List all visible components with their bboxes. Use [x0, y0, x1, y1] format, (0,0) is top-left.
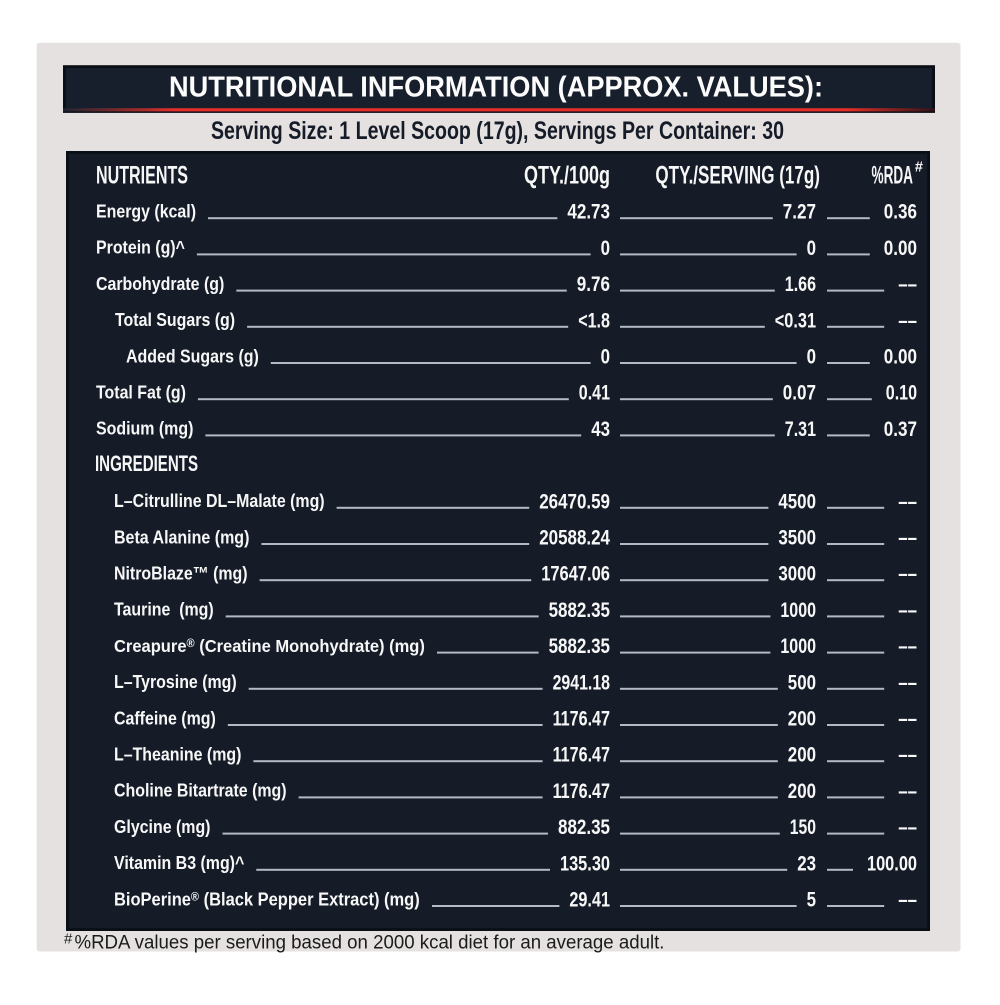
svg-text:1000: 1000	[780, 634, 816, 658]
svg-text:2941.18: 2941.18	[553, 670, 610, 694]
svg-text:0.36: 0.36	[884, 200, 917, 224]
svg-text:5882.35: 5882.35	[549, 598, 610, 622]
svg-text:0.07: 0.07	[783, 381, 816, 405]
svg-text:0.00: 0.00	[884, 345, 917, 369]
svg-text:%RDA values per serving based: %RDA values per serving based on 2000 kc…	[75, 933, 665, 954]
svg-text:1176.47: 1176.47	[553, 743, 610, 767]
svg-text:23: 23	[797, 851, 816, 875]
svg-text:––: ––	[898, 526, 917, 550]
svg-text:%RDA: %RDA	[872, 162, 914, 190]
svg-text:1000: 1000	[780, 598, 816, 622]
svg-text:––: ––	[898, 779, 917, 803]
svg-text:1.66: 1.66	[785, 272, 816, 296]
svg-text:NUTRITIONAL INFORMATION (APPRO: NUTRITIONAL INFORMATION (APPROX. VALUES)…	[169, 71, 823, 103]
svg-text:1176.47: 1176.47	[553, 779, 610, 803]
svg-text:Vitamin B3 (mg)^: Vitamin B3 (mg)^	[114, 853, 245, 873]
svg-text:0.41: 0.41	[579, 381, 610, 405]
svg-text:QTY./SERVING (17g): QTY./SERVING (17g)	[655, 162, 820, 190]
svg-text:0: 0	[807, 345, 816, 369]
svg-text:0: 0	[807, 236, 816, 260]
svg-text:42.73: 42.73	[567, 200, 610, 224]
svg-text:150: 150	[790, 815, 816, 839]
svg-text:––: ––	[898, 707, 917, 731]
svg-text:0.10: 0.10	[886, 381, 917, 405]
svg-text:4500: 4500	[778, 489, 816, 513]
svg-text:––: ––	[898, 598, 917, 622]
svg-text:5: 5	[807, 888, 816, 912]
svg-text:Serving Size: 1 Level Scoop (1: Serving Size: 1 Level Scoop (17g), Servi…	[211, 117, 784, 145]
svg-text:––: ––	[898, 743, 917, 767]
svg-text:Caffeine (mg): Caffeine (mg)	[114, 708, 216, 728]
svg-text:Added Sugars (g): Added Sugars (g)	[126, 346, 259, 366]
svg-text:Choline Bitartrate (mg): Choline Bitartrate (mg)	[114, 781, 287, 801]
svg-text:INGREDIENTS: INGREDIENTS	[95, 451, 198, 476]
svg-text:Taurine (mg): Taurine (mg)	[114, 600, 214, 620]
svg-text:Total Sugars (g): Total Sugars (g)	[115, 310, 235, 330]
svg-text:5882.35: 5882.35	[549, 634, 610, 658]
svg-text:––: ––	[898, 634, 917, 658]
svg-text:0: 0	[601, 236, 610, 260]
svg-text:Energy (kcal): Energy (kcal)	[96, 202, 196, 222]
svg-text:3000: 3000	[778, 562, 816, 586]
svg-text:<0.31: <0.31	[775, 308, 816, 332]
svg-text:9.76: 9.76	[577, 272, 610, 296]
svg-text:Carbohydrate (g): Carbohydrate (g)	[96, 274, 224, 294]
svg-text:NUTRIENTS: NUTRIENTS	[96, 162, 188, 190]
svg-text:Glycine (mg): Glycine (mg)	[114, 817, 211, 837]
svg-text:Protein (g)^: Protein (g)^	[96, 238, 185, 258]
svg-text:20588.24: 20588.24	[539, 526, 610, 550]
svg-text:Total Fat (g): Total Fat (g)	[96, 383, 186, 403]
svg-text:––: ––	[898, 888, 917, 912]
svg-text:3500: 3500	[778, 526, 816, 550]
svg-text:L–Tyrosine (mg): L–Tyrosine (mg)	[114, 672, 237, 692]
svg-text:500: 500	[788, 670, 816, 694]
svg-text:BioPerine® (Black Pepper Extra: BioPerine® (Black Pepper Extract) (mg)	[114, 889, 420, 910]
svg-text:0: 0	[601, 345, 610, 369]
svg-text:1176.47: 1176.47	[553, 707, 610, 731]
svg-text:Beta Alanine (mg): Beta Alanine (mg)	[114, 527, 249, 547]
svg-text:135.30: 135.30	[560, 851, 610, 875]
svg-text:0.37: 0.37	[884, 417, 917, 441]
svg-text:100.00: 100.00	[867, 851, 917, 875]
svg-text:Sodium (mg): Sodium (mg)	[96, 419, 193, 439]
svg-text:#: #	[64, 931, 73, 948]
svg-text:L–Theanine (mg): L–Theanine (mg)	[114, 745, 241, 765]
svg-text:882.35: 882.35	[558, 815, 610, 839]
svg-text:<1.8: <1.8	[578, 308, 610, 332]
svg-text:––: ––	[898, 489, 917, 513]
svg-text:43: 43	[591, 417, 610, 441]
svg-text:––: ––	[898, 670, 917, 694]
svg-text:200: 200	[788, 779, 816, 803]
svg-text:200: 200	[788, 707, 816, 731]
svg-text:––: ––	[898, 272, 917, 296]
svg-text:7.27: 7.27	[783, 200, 816, 224]
svg-text:#: #	[915, 160, 923, 176]
svg-text:Creapure® (Creatine Monohydrat: Creapure® (Creatine Monohydrate) (mg)	[114, 635, 425, 656]
svg-text:QTY./100g: QTY./100g	[524, 162, 610, 190]
svg-text:––: ––	[898, 308, 917, 332]
svg-text:7.31: 7.31	[785, 417, 816, 441]
svg-text:29.41: 29.41	[569, 888, 610, 912]
svg-text:NitroBlaze™ (mg): NitroBlaze™ (mg)	[114, 564, 248, 584]
svg-text:L–Citrulline DL–Malate (mg): L–Citrulline DL–Malate (mg)	[114, 491, 325, 511]
svg-text:200: 200	[788, 743, 816, 767]
svg-text:26470.59: 26470.59	[539, 489, 610, 513]
svg-text:––: ––	[898, 562, 917, 586]
svg-text:––: ––	[898, 815, 917, 839]
svg-text:17647.06: 17647.06	[541, 562, 610, 586]
svg-text:0.00: 0.00	[884, 236, 917, 260]
